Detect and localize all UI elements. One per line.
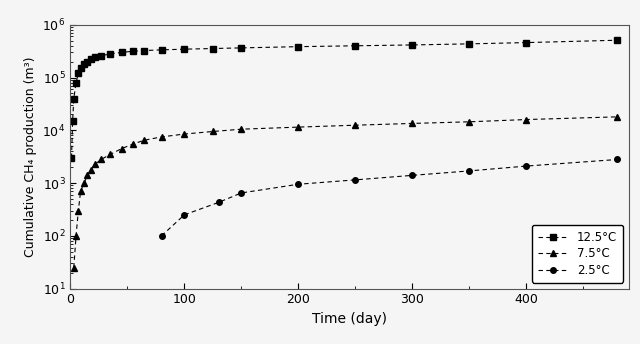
- 7.5°C: [157, 135, 165, 139]
- 2.5°C: [214, 200, 222, 204]
- 7.5°C: [74, 208, 82, 213]
- 7.5°C: [129, 142, 137, 146]
- 2.5°C: [157, 234, 165, 238]
- 12.5°C: [97, 54, 105, 58]
- 12.5°C: [92, 55, 99, 60]
- 7.5°C: [180, 132, 188, 136]
- 2.5°C: [294, 182, 302, 186]
- 12.5°C: [614, 38, 621, 42]
- X-axis label: Time (day): Time (day): [312, 312, 387, 326]
- 12.5°C: [209, 46, 217, 51]
- 12.5°C: [68, 156, 76, 160]
- 12.5°C: [74, 71, 82, 75]
- 7.5°C: [72, 234, 80, 238]
- 2.5°C: [465, 169, 473, 173]
- 7.5°C: [84, 173, 92, 178]
- 12.5°C: [408, 43, 416, 47]
- 12.5°C: [72, 80, 80, 85]
- 12.5°C: [294, 45, 302, 49]
- 12.5°C: [141, 49, 148, 53]
- 7.5°C: [465, 120, 473, 124]
- 12.5°C: [68, 119, 76, 123]
- 7.5°C: [106, 152, 114, 157]
- 12.5°C: [522, 41, 530, 45]
- 12.5°C: [237, 46, 245, 50]
- 2.5°C: [614, 158, 621, 162]
- 7.5°C: [141, 138, 148, 142]
- 12.5°C: [106, 52, 114, 56]
- 12.5°C: [77, 66, 84, 70]
- 7.5°C: [294, 125, 302, 129]
- 7.5°C: [87, 168, 95, 172]
- 7.5°C: [408, 121, 416, 126]
- Line: 7.5°C: 7.5°C: [71, 114, 620, 270]
- 7.5°C: [118, 147, 125, 151]
- 12.5°C: [157, 48, 165, 52]
- 2.5°C: [237, 191, 245, 195]
- 12.5°C: [129, 49, 137, 53]
- 2.5°C: [180, 213, 188, 217]
- 12.5°C: [351, 44, 359, 48]
- Line: 12.5°C: 12.5°C: [68, 37, 620, 161]
- 12.5°C: [80, 62, 88, 66]
- 7.5°C: [522, 118, 530, 122]
- 7.5°C: [77, 189, 84, 193]
- Legend: 12.5°C, 7.5°C, 2.5°C: 12.5°C, 7.5°C, 2.5°C: [532, 225, 623, 283]
- 2.5°C: [408, 173, 416, 178]
- 12.5°C: [180, 47, 188, 51]
- 7.5°C: [80, 181, 88, 185]
- 7.5°C: [97, 158, 105, 162]
- 2.5°C: [351, 178, 359, 182]
- 7.5°C: [70, 266, 77, 270]
- 12.5°C: [465, 42, 473, 46]
- 7.5°C: [209, 129, 217, 133]
- 7.5°C: [351, 123, 359, 127]
- 7.5°C: [92, 162, 99, 166]
- 12.5°C: [87, 57, 95, 62]
- 7.5°C: [237, 127, 245, 131]
- Line: 2.5°C: 2.5°C: [159, 157, 620, 239]
- 2.5°C: [522, 164, 530, 168]
- 12.5°C: [118, 50, 125, 54]
- 7.5°C: [614, 115, 621, 119]
- 12.5°C: [70, 96, 77, 100]
- Y-axis label: Cumulative CH₄ production (m³): Cumulative CH₄ production (m³): [24, 56, 37, 257]
- 12.5°C: [84, 60, 92, 64]
